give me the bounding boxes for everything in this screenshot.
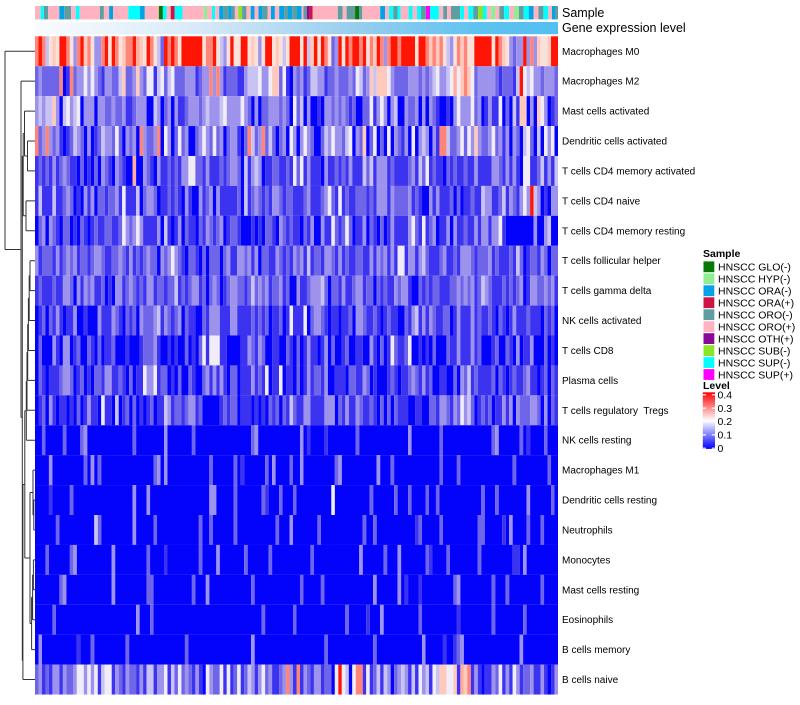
svg-text:HNSCC HYP(-): HNSCC HYP(-): [718, 274, 790, 286]
svg-text:Macrophages M0: Macrophages M0: [562, 47, 640, 58]
svg-text:Neutrophils: Neutrophils: [562, 525, 613, 536]
svg-text:Dendritic cells resting: Dendritic cells resting: [562, 496, 657, 507]
svg-text:0: 0: [718, 443, 724, 455]
svg-text:Mast cells activated: Mast cells activated: [562, 107, 649, 118]
svg-text:T cells regulatory Tregs: T cells regulatory Tregs: [562, 406, 669, 417]
svg-text:Dendritic cells activated: Dendritic cells activated: [562, 137, 667, 148]
svg-text:0.2: 0.2: [718, 416, 733, 428]
svg-text:HNSCC ORA(+): HNSCC ORA(+): [718, 298, 794, 310]
svg-text:Macrophages M1: Macrophages M1: [562, 466, 640, 477]
svg-text:HNSCC OTH(+): HNSCC OTH(+): [718, 333, 794, 345]
svg-text:HNSCC SUP(-): HNSCC SUP(-): [718, 357, 790, 369]
svg-text:Eosinophils: Eosinophils: [562, 615, 613, 626]
svg-text:Gene expression level: Gene expression level: [562, 21, 686, 35]
svg-text:B cells naive: B cells naive: [562, 675, 619, 686]
svg-text:T cells CD8: T cells CD8: [562, 346, 614, 357]
svg-text:HNSCC ORA(-): HNSCC ORA(-): [718, 286, 792, 298]
svg-text:HNSCC SUB(-): HNSCC SUB(-): [718, 345, 790, 357]
svg-text:Sample: Sample: [703, 248, 741, 260]
svg-text:Plasma cells: Plasma cells: [562, 376, 618, 387]
svg-text:HNSCC SUP(+): HNSCC SUP(+): [718, 369, 793, 381]
svg-text:Monocytes: Monocytes: [562, 555, 610, 566]
svg-text:HNSCC GLO(-): HNSCC GLO(-): [718, 262, 791, 274]
svg-text:HNSCC ORO(+): HNSCC ORO(+): [718, 321, 795, 333]
svg-text:T cells CD4 memory resting: T cells CD4 memory resting: [562, 226, 685, 237]
svg-text:B cells memory: B cells memory: [562, 645, 630, 656]
svg-text:T cells CD4 memory activated: T cells CD4 memory activated: [562, 166, 695, 177]
svg-text:Mast cells resting: Mast cells resting: [562, 585, 639, 596]
svg-text:NK cells activated: NK cells activated: [562, 316, 641, 327]
svg-text:0.1: 0.1: [718, 430, 733, 442]
svg-text:NK cells resting: NK cells resting: [562, 436, 631, 447]
svg-text:0.3: 0.3: [718, 403, 733, 415]
svg-text:T cells CD4 naive: T cells CD4 naive: [562, 196, 641, 207]
svg-text:HNSCC ORO(-): HNSCC ORO(-): [718, 309, 793, 321]
svg-text:0.4: 0.4: [718, 390, 733, 402]
svg-text:Level: Level: [703, 380, 730, 392]
svg-text:Macrophages M2: Macrophages M2: [562, 77, 640, 88]
svg-text:T cells follicular helper: T cells follicular helper: [562, 256, 661, 267]
svg-text:T cells gamma delta: T cells gamma delta: [562, 286, 652, 297]
svg-text:Sample: Sample: [562, 6, 604, 20]
